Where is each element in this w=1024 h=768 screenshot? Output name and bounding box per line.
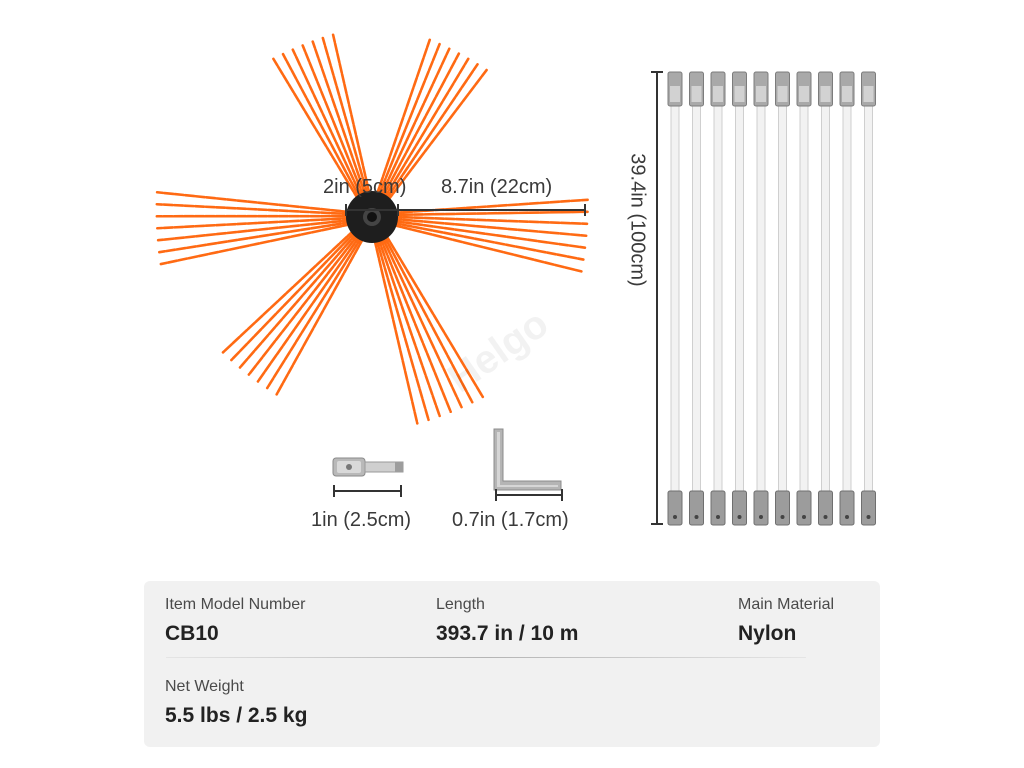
bristle xyxy=(370,210,589,217)
rod xyxy=(796,71,812,526)
spec-material-value: Nylon xyxy=(738,622,797,645)
key-length-line xyxy=(495,489,563,501)
product-diagram xyxy=(155,33,876,526)
rod xyxy=(818,71,833,526)
bristle xyxy=(373,68,488,220)
bristle xyxy=(155,202,374,217)
key-length-label: 0.7in (1.7cm) xyxy=(452,509,569,531)
bristle xyxy=(291,48,373,219)
bristle xyxy=(221,214,372,354)
bristle xyxy=(159,218,374,266)
bristle-length-line xyxy=(398,204,586,216)
brush-bristles xyxy=(155,33,589,425)
adapter-part xyxy=(332,457,404,477)
bristle xyxy=(372,63,479,220)
product-illustration: 2in (5cm) 8.7in (22cm) 39.4in (100cm) 1i… xyxy=(155,33,876,531)
bristle xyxy=(368,38,432,218)
spec-model-value: CB10 xyxy=(165,622,219,645)
rod xyxy=(667,71,683,526)
bristle xyxy=(331,33,376,218)
rod xyxy=(839,71,855,526)
rod xyxy=(710,71,726,526)
brush-hub xyxy=(346,191,398,243)
bristle xyxy=(373,214,485,399)
hub-diameter-label: 2in (5cm) xyxy=(323,176,407,198)
bristle-length-label: 8.7in (22cm) xyxy=(441,176,553,198)
spec-model: Item Model Number CB10 xyxy=(165,596,306,646)
spec-length-label: Length xyxy=(436,596,485,613)
bristle xyxy=(311,40,375,218)
extension-rods xyxy=(667,71,876,526)
bristle xyxy=(238,215,373,369)
specifications-card: Item Model Number CB10 Length 393.7 in /… xyxy=(144,581,880,747)
spec-length-value: 393.7 in / 10 m xyxy=(436,622,579,645)
spec-model-label: Item Model Number xyxy=(165,596,306,613)
bristle xyxy=(371,57,470,219)
spec-material: Main Material Nylon xyxy=(738,596,834,646)
spec-length: Length 393.7 in / 10 m xyxy=(436,596,578,646)
bristle xyxy=(230,214,372,362)
bristle xyxy=(369,42,441,218)
bristle xyxy=(370,215,588,238)
bristle xyxy=(370,214,589,226)
spec-divider xyxy=(166,657,806,658)
bristle xyxy=(370,216,587,249)
rod xyxy=(775,71,790,526)
bristle xyxy=(370,198,589,216)
rod xyxy=(861,71,876,526)
bristle xyxy=(369,216,441,418)
bristle xyxy=(272,57,371,220)
bristle xyxy=(158,217,374,254)
adapter-length-line xyxy=(333,485,402,497)
bristle xyxy=(156,216,374,242)
rod xyxy=(732,71,747,526)
bristle xyxy=(155,215,374,230)
spec-weight: Net Weight 5.5 lbs / 2.5 kg xyxy=(165,678,307,728)
rod xyxy=(689,71,704,526)
spec-material-label: Main Material xyxy=(738,596,835,613)
spec-weight-label: Net Weight xyxy=(165,678,244,695)
bristle xyxy=(321,36,375,218)
bristle xyxy=(370,218,583,273)
rod-length-label: 39.4in (100cm) xyxy=(626,153,649,287)
bristle xyxy=(368,216,419,425)
spec-weight-value: 5.5 lbs / 2.5 kg xyxy=(165,704,308,727)
rod-length-line xyxy=(651,71,663,525)
bristle xyxy=(369,47,451,218)
bristle xyxy=(372,215,474,404)
bristle xyxy=(370,52,461,219)
rod xyxy=(753,71,769,526)
bristle xyxy=(369,216,430,422)
bristle xyxy=(256,216,375,383)
bristle xyxy=(247,215,374,376)
bristle xyxy=(275,217,376,396)
hex-key-part xyxy=(493,428,562,491)
adapter-length-label: 1in (2.5cm) xyxy=(311,509,412,531)
bristle xyxy=(370,217,585,261)
bristle xyxy=(155,190,374,216)
bristle xyxy=(265,216,375,390)
bristle xyxy=(301,44,374,219)
bristle xyxy=(281,52,372,219)
bristle xyxy=(371,215,463,409)
bristle xyxy=(370,215,452,414)
